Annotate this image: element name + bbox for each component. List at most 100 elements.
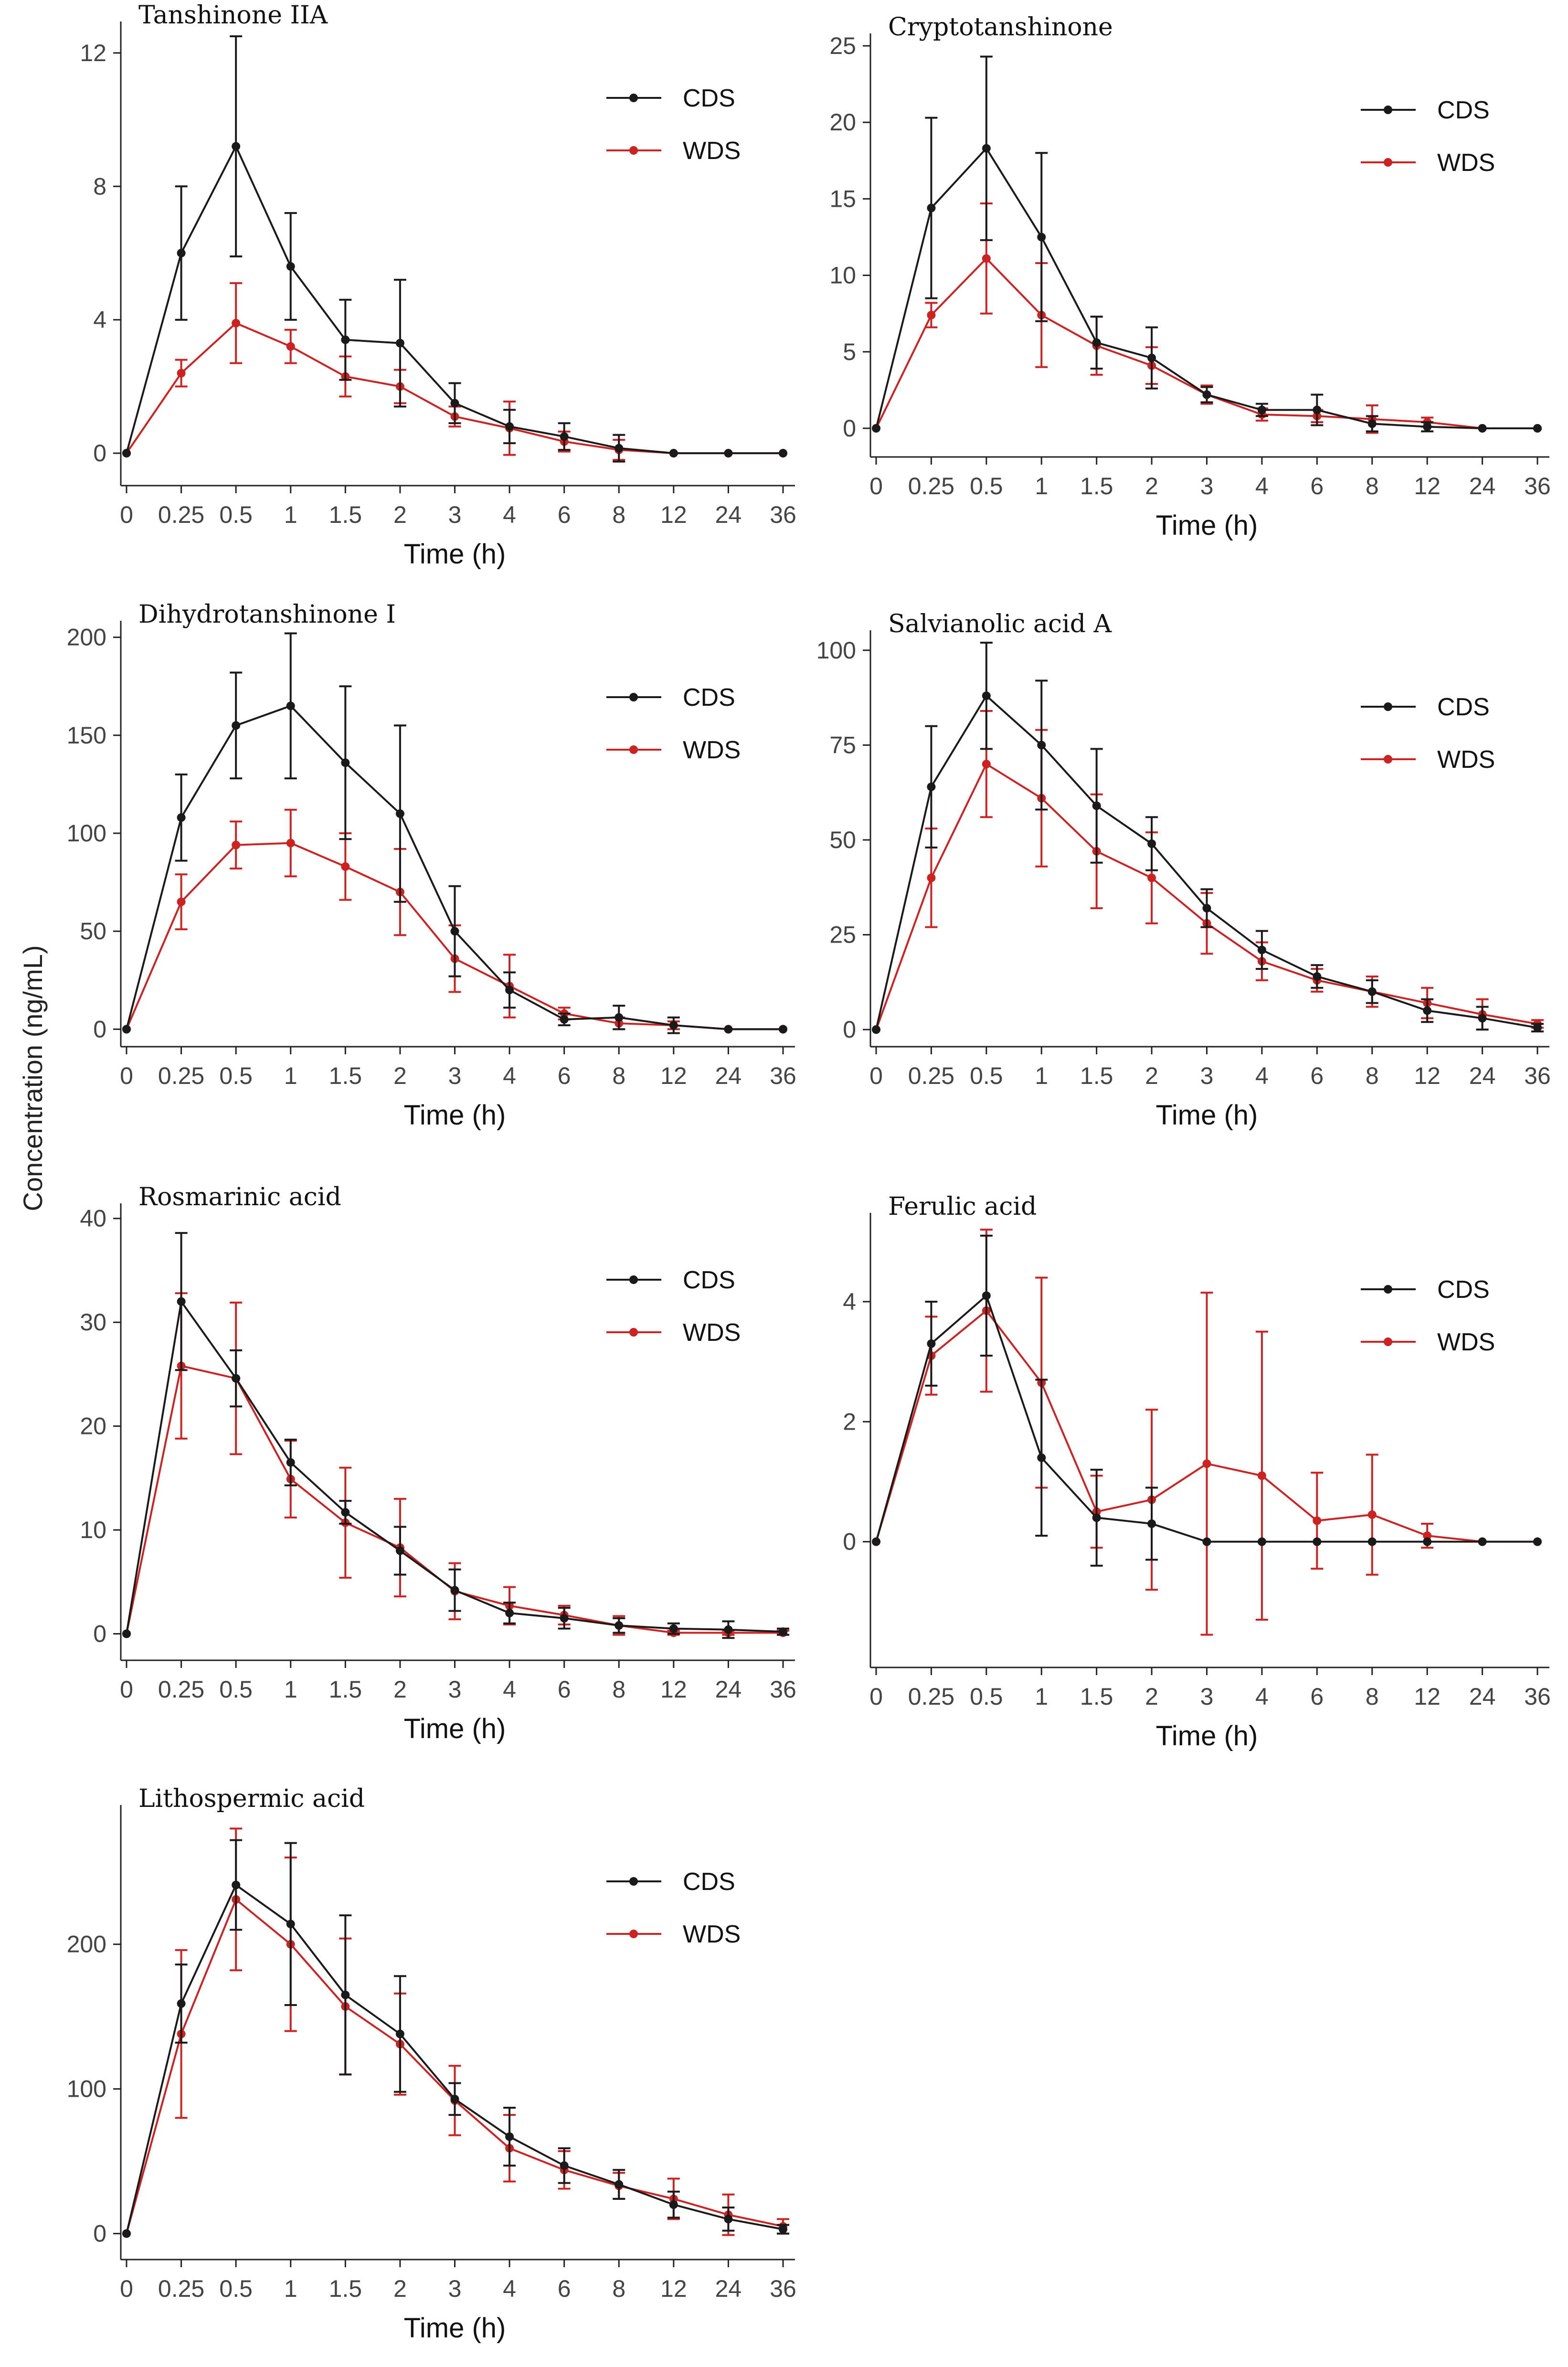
x-tick-label: 1.5	[1080, 473, 1113, 499]
legend-label-cds: CDS	[1437, 693, 1490, 721]
data-point	[982, 691, 991, 701]
legend-label-cds: CDS	[683, 1868, 735, 1896]
x-tick-label: 1.5	[329, 501, 362, 528]
chart-title: Ferulic acid	[888, 1192, 1037, 1221]
y-tick-label: 0	[93, 1621, 106, 1647]
data-point	[1202, 1459, 1211, 1468]
data-point	[395, 339, 404, 348]
x-tick-label: 0.25	[158, 501, 204, 528]
x-tick-label: 1.5	[1080, 1683, 1113, 1710]
x-axis-title: Time (h)	[404, 1713, 506, 1744]
data-point	[341, 1508, 350, 1517]
y-tick-label: 30	[80, 1309, 106, 1336]
x-tick-label: 12	[1414, 473, 1441, 499]
chart-title: Rosmarinic acid	[138, 1183, 341, 1211]
data-point	[724, 1625, 733, 1634]
legend-marker-wds	[1384, 158, 1392, 167]
data-point	[872, 424, 880, 433]
data-point	[1423, 1537, 1432, 1546]
x-tick-label: 1.5	[1080, 1062, 1113, 1089]
data-point	[669, 1021, 678, 1030]
y-tick-label: 12	[80, 40, 106, 66]
series-cds	[872, 641, 1544, 1034]
data-point	[177, 1297, 186, 1306]
data-point	[450, 399, 459, 408]
data-point	[1092, 801, 1101, 810]
x-tick-label: 3	[448, 2275, 462, 2302]
data-point	[1478, 424, 1487, 433]
x-tick-label: 6	[558, 1676, 571, 1703]
data-point	[395, 809, 404, 818]
data-point	[927, 310, 936, 319]
data-point	[122, 1629, 131, 1638]
x-tick-label: 1.5	[329, 2275, 362, 2302]
data-point	[450, 1586, 459, 1595]
x-tick-label: 4	[1255, 473, 1269, 499]
data-point	[724, 449, 733, 458]
y-tick-label: 0	[93, 440, 106, 467]
data-point	[232, 318, 241, 328]
data-point	[1147, 1519, 1156, 1528]
data-point	[1533, 1023, 1542, 1032]
x-tick-label: 8	[612, 2275, 625, 2302]
series-wds	[122, 282, 787, 461]
y-tick-label: 40	[80, 1205, 106, 1232]
data-point	[286, 1458, 295, 1467]
x-tick-label: 24	[715, 501, 742, 528]
legend-marker-wds	[629, 1328, 638, 1337]
legend-marker-wds	[1384, 1337, 1392, 1346]
x-axis-title: Time (h)	[404, 539, 506, 570]
series-cds	[122, 1839, 789, 2238]
data-point	[1037, 741, 1046, 750]
x-tick-label: 36	[770, 501, 796, 528]
x-tick-label: 3	[1200, 1683, 1214, 1710]
series-cds	[122, 35, 787, 463]
data-point	[1257, 405, 1266, 414]
data-point	[1257, 945, 1266, 955]
x-tick-label: 0.25	[158, 1062, 204, 1089]
data-point	[1313, 1516, 1322, 1525]
x-tick-label: 12	[1414, 1062, 1441, 1089]
y-tick-label: 0	[843, 1528, 856, 1555]
data-point	[669, 2200, 678, 2209]
x-tick-label: 0	[869, 1683, 883, 1710]
data-point	[560, 2161, 569, 2170]
data-point	[177, 813, 186, 822]
x-tick-label: 2	[393, 1676, 407, 1703]
data-point	[982, 760, 991, 769]
data-point	[927, 203, 936, 212]
data-point	[1423, 1531, 1432, 1540]
legend-label-wds: WDS	[683, 1921, 741, 1948]
x-tick-label: 8	[1366, 1683, 1379, 1710]
data-point	[669, 449, 678, 458]
chart-title: Cryptotanshinone	[888, 13, 1113, 42]
x-tick-label: 0.25	[158, 1676, 204, 1703]
x-tick-label: 2	[1145, 473, 1158, 499]
x-tick-label: 0.25	[908, 473, 954, 499]
x-tick-label: 3	[448, 1676, 462, 1703]
x-tick-label: 36	[1524, 473, 1551, 499]
x-tick-label: 4	[503, 1676, 516, 1703]
x-tick-label: 6	[1310, 1683, 1324, 1710]
y-tick-label: 0	[93, 1016, 106, 1042]
data-point	[1478, 1014, 1487, 1023]
x-tick-label: 6	[558, 2275, 571, 2302]
x-tick-label: 2	[393, 1062, 407, 1089]
data-point	[122, 2229, 131, 2238]
data-point	[232, 142, 241, 151]
data-point	[724, 2215, 733, 2224]
legend-marker-wds	[629, 146, 638, 155]
legend-label-wds: WDS	[1437, 149, 1495, 177]
data-point	[1313, 972, 1322, 981]
data-point	[232, 1880, 241, 1889]
y-tick-label: 75	[829, 732, 856, 758]
x-tick-label: 8	[612, 1676, 625, 1703]
data-point	[1257, 1471, 1266, 1480]
x-tick-label: 4	[1255, 1062, 1269, 1089]
legend-label-wds: WDS	[683, 137, 741, 165]
data-point	[1313, 405, 1322, 414]
data-point	[779, 2225, 787, 2234]
data-point	[1257, 1537, 1266, 1546]
legend-marker-wds	[1384, 755, 1392, 764]
legend-marker-cds	[1384, 106, 1392, 114]
